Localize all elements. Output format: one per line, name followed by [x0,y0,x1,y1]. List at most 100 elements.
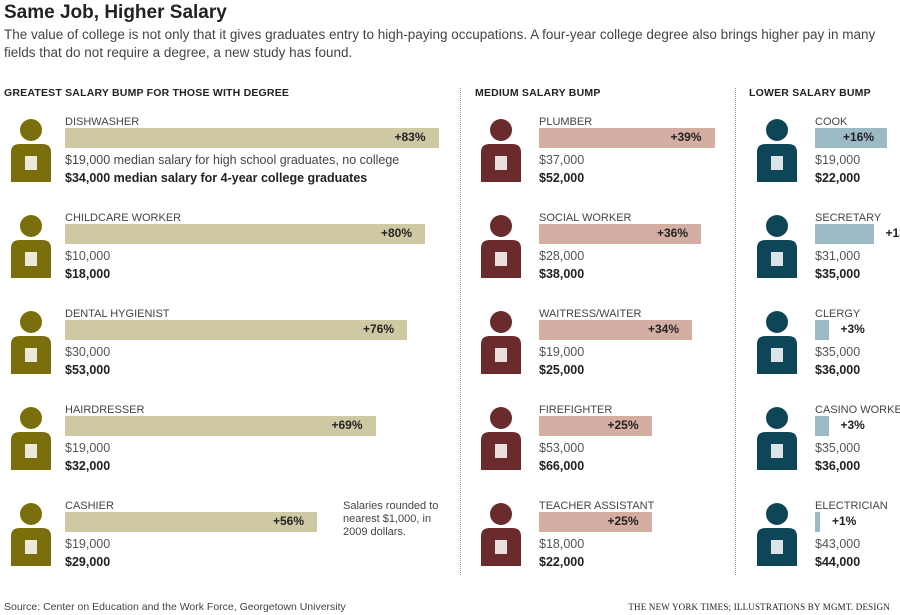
bar [815,320,829,340]
percent-label: +13% [885,226,900,240]
chart-title: Same Job, Higher Salary [4,2,227,23]
job-label: PLUMBER [539,116,593,128]
teacher-assistant-icon [478,500,524,571]
percent-label: +56% [273,514,305,528]
bar [815,128,887,148]
column-heading: GREATEST SALARY BUMP FOR THOSE WITH DEGR… [4,87,290,99]
percent-label: +34% [648,322,680,336]
credit: THE NEW YORK TIMES; ILLUSTRATIONS BY MGM… [628,602,890,612]
job-label: CLERGY [815,308,861,320]
chart-subtitle: The value of college is not only that it… [4,27,876,60]
hs-salary: $28,000 [539,249,585,263]
percent-label: +69% [331,418,363,432]
job-label: DENTAL HYGIENIST [65,308,170,320]
column-heading: LOWER SALARY BUMP [749,87,871,99]
college-salary: $18,000 [65,267,111,281]
bar [65,128,439,148]
hs-salary: $19,000 median salary for high school gr… [65,153,400,167]
college-salary: $36,000 [815,363,861,377]
cook-icon [754,116,800,187]
bar [65,416,376,436]
percent-label: +36% [657,226,689,240]
hs-salary: $53,000 [539,441,585,455]
hs-salary: $19,000 [65,537,111,551]
percent-label: +83% [394,130,426,144]
column-divider [460,88,461,575]
job-label: CASHIER [65,500,114,512]
hs-salary: $43,000 [815,537,861,551]
job-label: COOK [815,116,848,128]
percent-label: +25% [607,514,639,528]
job-label: ELECTRICIAN [815,500,888,512]
waiter-icon [478,308,524,379]
college-salary: $22,000 [815,171,861,185]
clergy-icon [754,308,800,379]
college-salary: $25,000 [539,363,585,377]
job-label: TEACHER ASSISTANT [539,500,655,512]
childcare-worker-icon [8,212,54,283]
college-salary: $52,000 [539,171,585,185]
bar [539,512,652,532]
hs-salary: $10,000 [65,249,111,263]
hs-salary: $30,000 [65,345,111,359]
column-divider [735,88,736,575]
job-label: HAIRDRESSER [65,404,145,416]
rounding-note: Salaries rounded to nearest $1,000, in 2… [343,500,439,538]
percent-label: +16% [843,130,875,144]
column-heading: MEDIUM SALARY BUMP [475,87,601,99]
job-label: SOCIAL WORKER [539,212,632,224]
bar [539,416,652,436]
percent-label: +80% [381,226,413,240]
bar [65,320,407,340]
hs-salary: $19,000 [815,153,861,167]
percent-label: +3% [840,418,865,432]
hs-salary: $19,000 [539,345,585,359]
plumber-icon [478,116,524,187]
social-worker-icon [478,212,524,283]
percent-label: +76% [363,322,395,336]
job-label: DISHWASHER [65,116,140,128]
job-label: CHILDCARE WORKER [65,212,182,224]
hs-salary: $19,000 [65,441,111,455]
dishwasher-icon [8,116,54,187]
bar [815,224,874,244]
bar [65,224,425,244]
bar [539,128,715,148]
hs-salary: $35,000 [815,345,861,359]
hairdresser-icon [8,404,54,475]
college-salary: $36,000 [815,459,861,473]
electrician-icon [754,500,800,571]
casino-worker-icon [754,404,800,475]
college-salary: $44,000 [815,555,861,569]
job-label: CASINO WORKER [815,404,900,416]
hs-salary: $18,000 [539,537,585,551]
bar [815,416,829,436]
percent-label: +1% [832,514,857,528]
hs-salary: $31,000 [815,249,861,263]
cashier-icon [8,500,54,571]
college-salary: $29,000 [65,555,111,569]
college-salary: $32,000 [65,459,111,473]
bar [65,512,317,532]
source: Source: Center on Education and the Work… [4,601,346,613]
college-salary: $35,000 [815,267,861,281]
percent-label: +39% [670,130,702,144]
college-salary: $34,000 median salary for 4-year college… [65,171,368,185]
college-salary: $66,000 [539,459,585,473]
job-label: FIREFIGHTER [539,404,613,416]
percent-label: +25% [607,418,639,432]
bar [539,320,692,340]
bar [815,512,820,532]
dental-hygienist-icon [8,308,54,379]
hs-salary: $37,000 [539,153,585,167]
job-label: WAITRESS/WAITER [539,308,642,320]
college-salary: $53,000 [65,363,111,377]
firefighter-icon [478,404,524,475]
secretary-icon [754,212,800,283]
college-salary: $22,000 [539,555,585,569]
job-label: SECRETARY [815,212,882,224]
percent-label: +3% [840,322,865,336]
college-salary: $38,000 [539,267,585,281]
hs-salary: $35,000 [815,441,861,455]
